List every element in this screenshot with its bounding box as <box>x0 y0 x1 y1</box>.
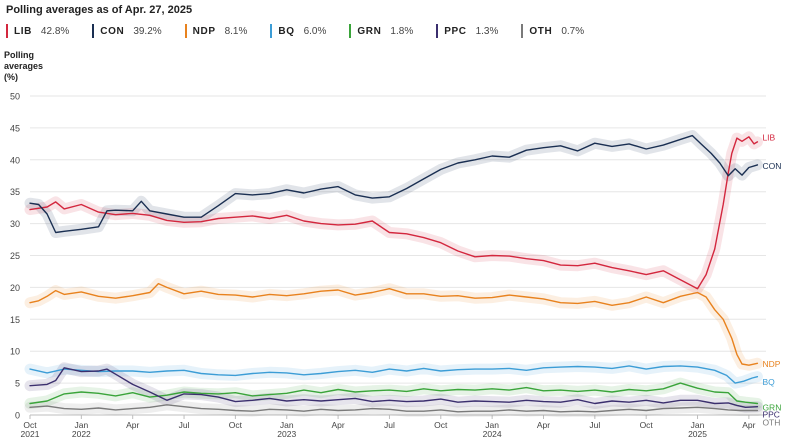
y-tick-label: 5 <box>15 379 20 389</box>
series-line-con <box>29 134 759 234</box>
y-tick-label: 30 <box>10 219 20 229</box>
series-line-lib <box>29 136 759 290</box>
x-tick-label: Jul <box>589 420 600 430</box>
y-tick-label: 50 <box>10 92 20 102</box>
series-end-label-ppc: PPC <box>762 409 779 419</box>
y-tick-label: 35 <box>10 187 20 197</box>
y-tick-label: 10 <box>10 347 20 357</box>
y-tick-label: 45 <box>10 123 20 133</box>
legend-swatch <box>92 24 95 38</box>
legend-party-value: 42.8% <box>40 25 70 37</box>
legend-item-con: CON 39.2% <box>92 24 162 38</box>
series-end-label-bq: BQ <box>762 377 775 387</box>
x-tick-label: Jan <box>280 420 294 430</box>
x-tick-label: Oct <box>229 420 243 430</box>
x-tick-year-label: 2024 <box>483 429 502 439</box>
legend-swatch <box>349 24 352 38</box>
series-lines <box>29 134 759 413</box>
y-tick-label: 25 <box>10 251 20 261</box>
legend-party-code: CON <box>100 25 125 37</box>
legend-party-value: 1.3% <box>475 25 499 37</box>
series-line-oth <box>29 404 759 413</box>
legend-item-oth: OTH 0.7% <box>521 24 584 38</box>
legend-party-value: 1.8% <box>390 25 414 37</box>
series-end-label-oth: OTH <box>762 418 780 428</box>
legend-party-code: NDP <box>192 25 216 37</box>
y-axis-label-line: (%) <box>4 72 18 82</box>
y-axis-label-line: averages <box>4 61 44 71</box>
x-tick-year-label: 2022 <box>72 429 91 439</box>
legend-item-ndp: NDP 8.1% <box>184 24 248 38</box>
legend-party-code: OTH <box>529 25 553 37</box>
legend-party-code: GRN <box>357 25 382 37</box>
x-tick-label: Apr <box>331 420 344 430</box>
series-line-ppc <box>29 367 759 408</box>
x-tick-year-label: 2025 <box>688 429 707 439</box>
series-end-label-grn: GRN <box>762 402 781 412</box>
x-tick-year-label: 2023 <box>277 429 296 439</box>
legend-party-code: BQ <box>278 25 295 37</box>
x-tick-label: Jan <box>691 420 705 430</box>
x-tick-label: Jan <box>74 420 88 430</box>
legend: LIB 42.8% CON 39.2% NDP 8.1% BQ 6.0% GRN 1.8% PPC 1… <box>6 22 607 40</box>
legend-item-bq: BQ 6.0% <box>270 24 326 38</box>
legend-swatch <box>436 24 439 38</box>
legend-item-grn: GRN 1.8% <box>349 24 413 38</box>
legend-party-code: LIB <box>14 25 32 37</box>
y-tick-label: 0 <box>15 411 20 421</box>
x-tick-label: Oct <box>640 420 654 430</box>
x-tick-year-label: 2021 <box>21 429 40 439</box>
series-line-bq <box>29 365 759 384</box>
x-tick-label: Oct <box>434 420 448 430</box>
series-end-label-ndp: NDP <box>762 359 780 369</box>
y-axis-label: Polling averages (%) <box>4 50 43 83</box>
x-tick-label: Apr <box>126 420 139 430</box>
legend-party-value: 8.1% <box>224 25 248 37</box>
series-end-label-lib: LIB <box>762 132 775 142</box>
chart-title: Polling averages as of Apr. 27, 2025 <box>6 4 193 16</box>
legend-swatch <box>521 24 524 38</box>
x-tick-label: Oct <box>23 420 37 430</box>
series-end-label-con: CON <box>762 161 781 171</box>
series-line-grn <box>29 382 759 405</box>
x-tick-label: Jan <box>485 420 499 430</box>
x-tick-label: Jul <box>179 420 190 430</box>
legend-party-value: 39.2% <box>133 25 162 37</box>
legend-party-value: 6.0% <box>303 25 327 37</box>
legend-swatch <box>6 24 8 38</box>
legend-item-lib: LIB 42.8% <box>6 24 69 38</box>
x-tick-label: Apr <box>537 420 550 430</box>
series-line-ndp <box>29 282 759 366</box>
x-tick-label: Jul <box>384 420 395 430</box>
legend-party-value: 0.7% <box>561 25 585 37</box>
legend-item-ppc: PPC 1.3% <box>436 24 498 38</box>
series-band-ndp <box>24 278 763 371</box>
x-tick-label: Apr <box>742 420 755 430</box>
legend-party-code: PPC <box>444 25 467 37</box>
y-tick-label: 40 <box>10 155 20 165</box>
y-axis-label-line: Polling <box>4 50 34 60</box>
legend-swatch <box>270 24 273 38</box>
y-tick-label: 20 <box>10 283 20 293</box>
y-tick-label: 15 <box>10 315 20 325</box>
legend-swatch <box>184 24 187 38</box>
